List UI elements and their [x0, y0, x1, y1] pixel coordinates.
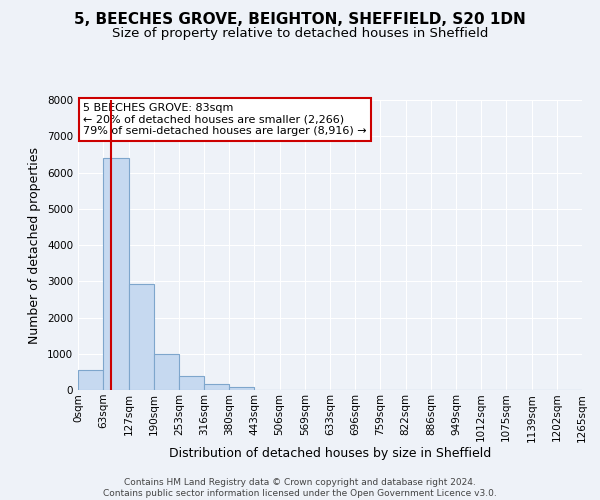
X-axis label: Distribution of detached houses by size in Sheffield: Distribution of detached houses by size … [169, 447, 491, 460]
Y-axis label: Number of detached properties: Number of detached properties [28, 146, 41, 344]
Text: 5, BEECHES GROVE, BEIGHTON, SHEFFIELD, S20 1DN: 5, BEECHES GROVE, BEIGHTON, SHEFFIELD, S… [74, 12, 526, 28]
Bar [179, 376, 204, 390]
Bar [103, 158, 128, 390]
Bar [229, 386, 254, 390]
Bar [154, 354, 179, 390]
Bar [78, 370, 103, 390]
Bar [128, 284, 154, 390]
Text: Contains HM Land Registry data © Crown copyright and database right 2024.
Contai: Contains HM Land Registry data © Crown c… [103, 478, 497, 498]
Text: 5 BEECHES GROVE: 83sqm
← 20% of detached houses are smaller (2,266)
79% of semi-: 5 BEECHES GROVE: 83sqm ← 20% of detached… [83, 103, 367, 136]
Text: Size of property relative to detached houses in Sheffield: Size of property relative to detached ho… [112, 28, 488, 40]
Bar [204, 384, 229, 390]
